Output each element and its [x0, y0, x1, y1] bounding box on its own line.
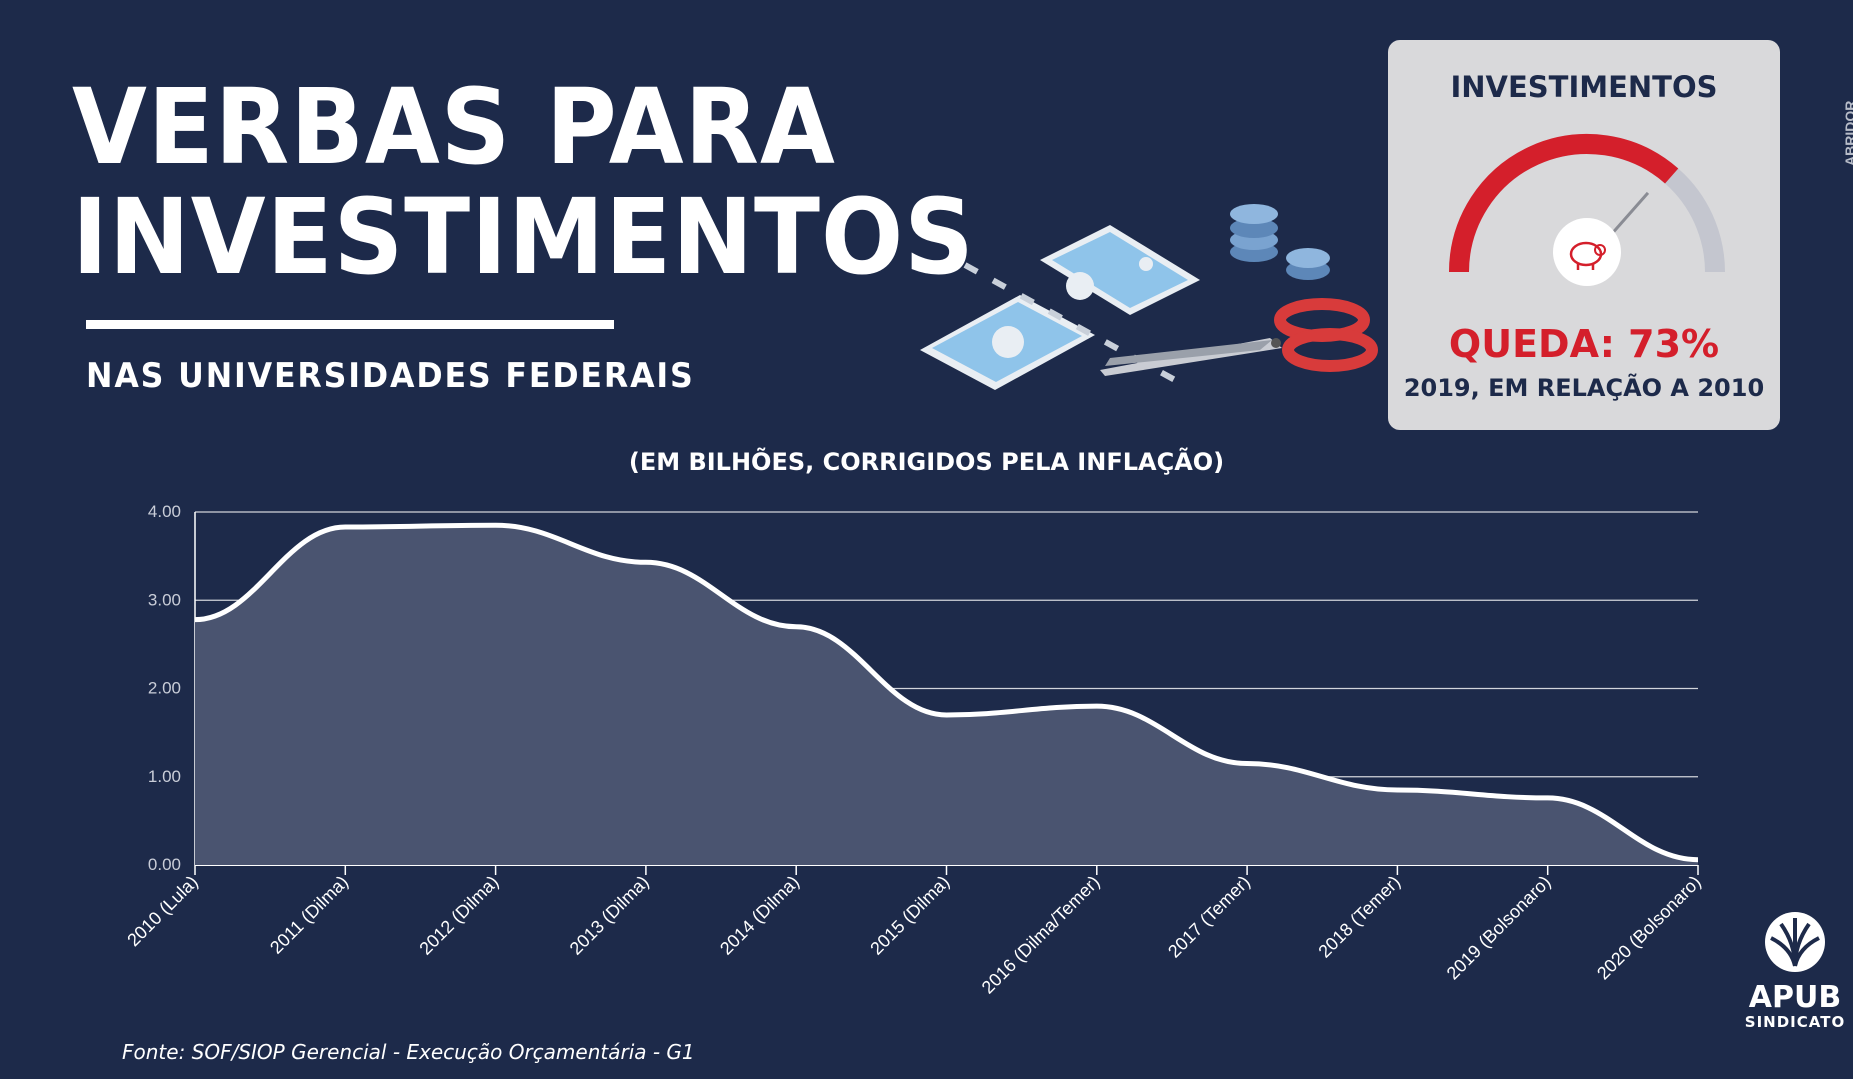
banknote-icon: [920, 295, 1095, 390]
x-tick-label: 2018 (Temer): [1314, 872, 1404, 962]
page-title: VERBAS PARA INVESTIMENTOS: [72, 72, 975, 292]
title-line-2: INVESTIMENTOS: [72, 176, 975, 298]
chart-subtitle: (EM BILHÕES, CORRIGIDOS PELA INFLAÇÃO): [628, 448, 1225, 476]
decline-percentage: QUEDA: 73%: [1448, 322, 1720, 366]
coins-icon: [1230, 204, 1330, 280]
card-title: INVESTIMENTOS: [1450, 70, 1718, 104]
source-note: Fonte: SOF/SIOP Gerencial - Execução Orç…: [122, 1040, 695, 1064]
x-tick-label: 2017 (Temer): [1164, 872, 1254, 962]
y-tick-label: 1.00: [148, 767, 181, 786]
x-tick-label: 2014 (Dilma): [716, 872, 803, 959]
y-tick-label: 3.00: [148, 590, 181, 609]
y-tick-label: 0.00: [148, 855, 181, 874]
series-line: [194, 522, 1699, 863]
y-tick-label: 2.00: [148, 679, 181, 698]
investment-summary-card: INVESTIMENTOS QUEDA: 73% 2019, EM RELAÇÃ…: [1388, 40, 1780, 430]
x-tick-label: 2012 (Dilma): [415, 872, 502, 959]
logo-subtitle: SINDICATO: [1744, 1013, 1846, 1031]
gauge-fill: [1449, 134, 1679, 273]
logo-mark-icon: [1765, 912, 1825, 972]
banknote-icon: [1040, 225, 1200, 315]
comparison-note: 2019, EM RELAÇÃO A 2010: [1403, 374, 1765, 402]
title-divider: [86, 320, 614, 329]
area-fill: [195, 525, 1698, 865]
x-tick-label: 2011 (Dilma): [266, 872, 352, 958]
piggy-bank-icon: [1553, 218, 1621, 286]
x-tick-label: 2020 (Bolsonaro): [1593, 872, 1705, 984]
x-tick-label: 2015 (Dilma): [866, 872, 953, 959]
title-line-1: VERBAS PARA: [72, 66, 836, 188]
logo-name: APUB: [1748, 980, 1842, 1015]
side-credit: ABRIDOR: [1842, 100, 1853, 166]
investment-area-chart: 0.00 1.00 2.00 3.00 4.00 2010 (Lula) 2011 (Dil…: [123, 502, 1705, 998]
x-tick-label: 2013 (Dilma): [566, 872, 653, 959]
x-tick-label: 2019 (Bolsonaro): [1443, 872, 1555, 984]
apub-logo: APUB SINDICATO: [1740, 910, 1850, 1031]
y-tick-label: 4.00: [148, 502, 181, 521]
cut-money-illustration: [920, 204, 1378, 390]
x-tick-label: 2016 (Dilma/Temer): [978, 872, 1104, 998]
page-subtitle: NAS UNIVERSIDADES FEDERAIS: [86, 356, 695, 396]
x-tick-label: 2010 (Lula): [123, 872, 202, 951]
decline-gauge: [1449, 134, 1725, 286]
scissors-icon: [1100, 298, 1378, 376]
